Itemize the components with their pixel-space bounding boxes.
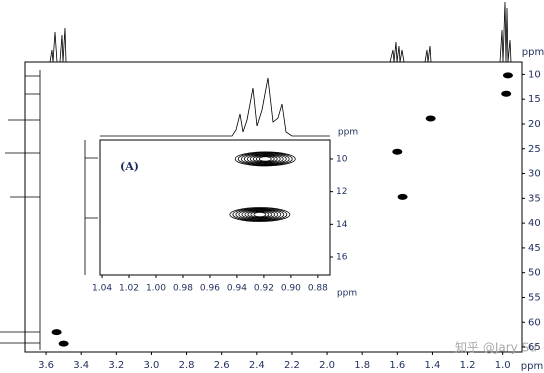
contour [238,208,282,221]
contour [255,155,275,163]
x-tick-label: 0.88 [308,284,328,294]
x-tick-label: 0.96 [200,284,220,294]
y-tick-label: 25 [528,144,541,155]
left-projection [0,70,41,350]
contour [392,148,403,155]
x-tick-label: 3.4 [73,360,89,371]
y-axis-label: ppm [522,47,544,58]
inset-top-projection [100,77,330,137]
x-tick-label: 1.2 [460,360,476,371]
contour [240,152,290,166]
y-tick-label: 45 [528,243,541,254]
y-tick-label: 12 [336,187,347,197]
y-tick-label: 40 [528,218,541,229]
contour [244,210,276,219]
x-tick-label: 1.4 [424,360,440,371]
cross-peak [502,72,513,79]
contour [51,329,62,336]
x-tick-label: 3.0 [143,360,159,371]
inset-label: (A) [120,160,139,173]
x-tick-label: 2.8 [179,360,195,371]
x-tick-label: 0.98 [173,284,193,294]
contour [229,207,291,222]
cross-peak [229,207,291,222]
cross-peak [51,329,62,336]
x-tick-label: 1.6 [389,360,405,371]
contour [249,154,281,164]
x-tick-label: 1.02 [119,284,139,294]
y-tick-label: 16 [336,253,348,263]
contour [243,153,287,165]
y-tick-label: 10 [336,154,348,164]
x-tick-label: 1.0 [495,360,511,371]
contour [252,155,278,163]
y-tick-label: 50 [528,268,541,279]
contour [58,340,69,347]
x-tick-label: 3.2 [108,360,124,371]
cross-peak [234,151,296,167]
contour [250,211,270,218]
contour [232,207,288,222]
contour [397,193,408,200]
cross-peak [501,90,512,97]
y-tick-label: 30 [528,169,541,180]
y-tick-label: 60 [528,317,541,328]
contour [258,156,272,162]
x-tick-label: 3.6 [38,360,54,371]
contour [502,72,513,79]
x-tick-label: 0.92 [254,284,274,294]
x-tick-label: 2.2 [284,360,300,371]
cross-peak [425,115,436,122]
watermark: 知乎 @Jary Su [455,341,537,355]
cross-peak [58,340,69,347]
x-tick-label: 1.00 [146,284,166,294]
contour [425,115,436,122]
top-projection [25,1,522,63]
x-tick-label: 0.90 [281,284,301,294]
y-tick-label: 14 [336,220,348,230]
contour [234,151,296,167]
contour [501,90,512,97]
x-axis-label: ppm [521,361,543,372]
cross-peak [392,148,403,155]
inset-frame [99,139,331,276]
contour [246,153,284,164]
x-axis-label: ppm [337,289,357,299]
contour [241,209,279,220]
y-tick-label: 15 [528,94,541,105]
contour [253,211,267,218]
x-tick-label: 0.94 [227,284,247,294]
y-tick-label: 10 [528,69,541,80]
x-tick-label: 2.6 [214,360,230,371]
y-tick-label: 55 [528,292,541,303]
y-axis-label: ppm [338,128,358,138]
x-tick-label: 1.04 [92,284,112,294]
x-tick-label: 1.8 [354,360,370,371]
inset-left-projection [84,140,98,275]
contour [237,152,293,166]
x-tick-label: 2.4 [249,360,265,371]
y-tick-label: 35 [528,193,541,204]
y-tick-label: 65 [528,342,541,353]
cross-peak [397,193,408,200]
y-tick-label: 20 [528,119,541,130]
x-tick-label: 2.0 [319,360,335,371]
contour [235,208,285,221]
contour [247,210,273,219]
